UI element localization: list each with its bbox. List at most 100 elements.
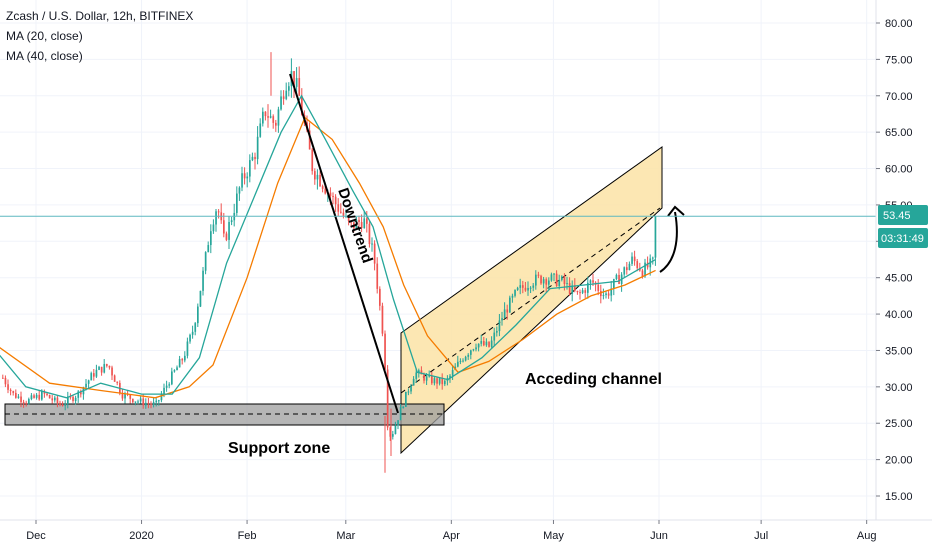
candle-body xyxy=(334,196,337,205)
candle-body xyxy=(51,398,54,401)
candles xyxy=(2,52,657,473)
projection-arrow xyxy=(659,211,678,273)
candle-body xyxy=(277,109,280,126)
y-tick-label: 15.00 xyxy=(885,491,913,503)
candle-body xyxy=(371,243,373,245)
candle-body xyxy=(462,360,464,362)
candle-body xyxy=(654,216,657,258)
time-axis[interactable]: Dec 2020 Feb Mar Apr May Jun Jul Aug xyxy=(26,520,876,542)
candle-body xyxy=(25,402,28,404)
ma40-legend[interactable]: MA (40, close) xyxy=(6,49,83,63)
candle-body xyxy=(184,355,186,361)
candle-body xyxy=(259,123,262,137)
candle-body xyxy=(613,279,615,289)
candle-body xyxy=(628,263,631,271)
candle-body xyxy=(61,405,64,407)
candle-body xyxy=(537,274,540,276)
candle-body xyxy=(191,331,194,335)
candle-body xyxy=(542,279,545,284)
candle-body xyxy=(223,220,225,234)
candle-body xyxy=(646,262,649,268)
candle-body xyxy=(472,349,475,351)
x-tick-label: Jun xyxy=(650,530,668,542)
price-axis[interactable]: 15.0020.0025.0030.0035.0040.0045.0050.00… xyxy=(876,18,913,503)
candle-body xyxy=(641,270,644,277)
candle-body xyxy=(444,380,446,385)
candle-body xyxy=(366,218,368,224)
candle-body xyxy=(477,343,480,348)
candle-body xyxy=(597,284,600,291)
candle-body xyxy=(275,122,277,126)
candle-body xyxy=(295,78,298,87)
candle-body xyxy=(485,341,488,346)
x-tick-label: Feb xyxy=(238,530,257,542)
candle-body xyxy=(524,287,527,291)
candle-body xyxy=(506,309,509,313)
candle-body xyxy=(129,394,132,399)
candle-body xyxy=(124,393,126,399)
candle-body xyxy=(176,367,178,371)
candle-body xyxy=(163,387,165,395)
candle-body xyxy=(329,192,332,196)
y-tick-label: 75.00 xyxy=(885,54,913,66)
candle-body xyxy=(561,276,563,280)
candle-body xyxy=(431,375,433,384)
candle-body xyxy=(615,274,618,280)
candle-body xyxy=(555,273,558,286)
candle-body xyxy=(587,282,589,293)
candle-body xyxy=(392,434,394,437)
candle-body xyxy=(95,369,98,377)
candle-body xyxy=(623,267,626,275)
candle-body xyxy=(340,211,342,213)
candle-body xyxy=(418,370,420,373)
candle-body xyxy=(145,402,147,406)
candle-body xyxy=(38,394,41,400)
candle-body xyxy=(64,403,67,406)
candle-body xyxy=(519,285,522,288)
candle-body xyxy=(581,290,584,293)
candle-body xyxy=(579,292,581,294)
candle-body xyxy=(85,383,87,388)
symbol-title[interactable]: Zcash / U.S. Dollar, 12h, BITFINEX xyxy=(6,9,194,23)
candle-body xyxy=(332,195,334,197)
candle-body xyxy=(470,350,472,355)
candle-body xyxy=(181,359,184,361)
candle-body xyxy=(633,256,636,262)
candle-body xyxy=(90,373,93,381)
candle-body xyxy=(610,288,613,296)
candle-body xyxy=(46,393,48,396)
candle-body xyxy=(262,111,264,124)
candle-body xyxy=(267,116,269,118)
candle-body xyxy=(420,370,423,375)
candle-body xyxy=(563,276,566,285)
candle-body xyxy=(308,130,311,150)
candle-body xyxy=(451,369,454,376)
candle-body xyxy=(511,295,514,298)
candle-body xyxy=(59,403,61,406)
candle-body xyxy=(350,221,353,223)
candle-body xyxy=(602,295,605,297)
candle-body xyxy=(464,356,467,361)
candle-body xyxy=(12,391,15,393)
candle-body xyxy=(17,396,20,398)
downtrend-line xyxy=(289,73,399,414)
candle-body xyxy=(74,397,77,402)
x-tick-label: Dec xyxy=(26,530,46,542)
candle-body xyxy=(425,376,428,381)
ma20-legend[interactable]: MA (20, close) xyxy=(6,29,83,43)
candle-body xyxy=(30,395,33,400)
chart-legend: Zcash / U.S. Dollar, 12h, BITFINEX MA (2… xyxy=(6,6,193,66)
candle-body xyxy=(457,361,459,367)
candle-body xyxy=(355,219,358,229)
candle-body xyxy=(535,274,537,286)
candle-body xyxy=(204,252,207,271)
candle-body xyxy=(358,219,360,222)
candle-body xyxy=(545,279,548,285)
x-tick-label: Apr xyxy=(443,530,460,542)
candle-body xyxy=(35,394,38,398)
last-price-badge: 53.45 03:31:49 xyxy=(878,205,928,248)
projection-arrowhead xyxy=(667,205,685,217)
candle-body xyxy=(368,223,371,245)
candle-body xyxy=(363,218,366,228)
